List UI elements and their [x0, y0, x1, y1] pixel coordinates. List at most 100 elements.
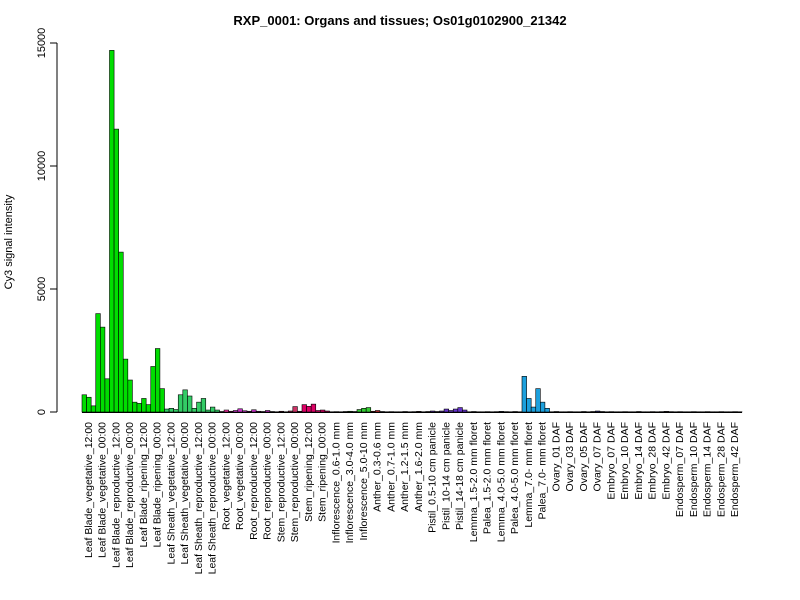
x-tick-label: Root_reproductive_00:00: [262, 422, 274, 540]
bar: [448, 410, 454, 413]
bar: [182, 389, 188, 413]
bar: [297, 410, 303, 413]
bar: [361, 408, 367, 413]
x-tick-label: Root_reproductive_12:00: [248, 422, 260, 540]
bar: [232, 410, 239, 413]
bar: [81, 394, 87, 413]
bar: [136, 403, 142, 413]
bar: [324, 410, 330, 413]
x-tick-label: Inflorescence_3.0-4.0 mm: [344, 422, 356, 544]
x-tick-label: Palea_1.5-2.0 mm floret: [482, 422, 494, 534]
bar: [498, 411, 504, 413]
bar: [210, 406, 216, 413]
bar: [113, 128, 119, 413]
bar: [663, 411, 669, 413]
bar: [132, 401, 138, 413]
x-tick-label: Palea_4.0-5.0 mm floret: [509, 422, 521, 534]
x-tick-label: Leaf Blade_reproductive_00:00: [124, 422, 136, 568]
x-tick-label: Ovary_05 DAF: [578, 422, 590, 491]
bar: [173, 409, 179, 413]
bar: [164, 408, 170, 413]
bar: [530, 406, 537, 413]
x-tick-label: Endosperm_28 DAF: [715, 422, 727, 517]
bar: [544, 408, 550, 413]
bar: [228, 410, 234, 413]
x-tick-label: Endosperm_10 DAF: [688, 422, 700, 517]
bar: [237, 408, 243, 413]
x-tick-label: Lemma_1.5-2.0 mm floret: [468, 422, 480, 542]
x-tick-label: Stem_reproductive_00:00: [289, 422, 301, 542]
x-tick-label: Endosperm_14 DAF: [702, 422, 714, 517]
x-tick-label: Stem_ripening_12:00: [303, 422, 315, 522]
bars: [81, 50, 743, 413]
x-tick-label: Leaf Blade_vegetative_00:00: [97, 422, 109, 558]
bar: [104, 378, 110, 413]
y-tick-label: 10000: [36, 151, 48, 182]
y-tick-label: 5000: [36, 277, 48, 301]
x-tick-label: Embryo_14 DAF: [633, 422, 645, 500]
bar: [356, 409, 362, 413]
bar: [255, 410, 262, 413]
bar: [347, 410, 353, 413]
bar: [521, 376, 527, 413]
bar: [196, 401, 202, 413]
y-axis: 0 5000 10000 15000: [36, 28, 58, 415]
bar: [439, 410, 445, 413]
bar: [127, 379, 133, 413]
bar: [443, 408, 449, 413]
bar: [242, 410, 248, 413]
x-tick-label: Embryo_42 DAF: [660, 422, 672, 500]
bar: [365, 407, 372, 413]
x-tick-label: Leaf Sheath_reproductive_00:00: [207, 422, 219, 575]
x-tick-label: Ovary_07 DAF: [592, 422, 604, 491]
bar: [155, 348, 161, 413]
bar: [150, 366, 156, 413]
x-tick-label: Lemma_7.0- mm floret: [523, 422, 535, 528]
bar: [292, 406, 298, 413]
bar: [526, 398, 532, 413]
bar: [187, 395, 193, 413]
bar: [540, 401, 546, 413]
bar: [191, 408, 197, 413]
x-tick-label: Leaf Sheath_vegetative_00:00: [179, 422, 191, 565]
x-tick-label: Stem_ripening_00:00: [317, 422, 329, 522]
bar: [462, 409, 468, 413]
bar: [595, 410, 601, 413]
x-tick-label: Stem_reproductive_12:00: [275, 422, 287, 542]
bar: [109, 50, 115, 413]
bar: [416, 411, 422, 413]
x-tick-label: Embryo_28 DAF: [647, 422, 659, 500]
x-tick-label: Endosperm_42 DAF: [729, 422, 741, 517]
x-tick-label: Embryo_07 DAF: [605, 422, 617, 500]
x-tick-label: Root_vegetative_00:00: [234, 422, 246, 530]
x-tick-label: Inflorescence_0.6-1.0 mm: [330, 422, 342, 544]
bar: [301, 404, 307, 413]
x-tick-label: Root_vegetative_12:00: [220, 422, 232, 530]
x-tick-label: Anther_0.3-0.6 mm: [372, 422, 384, 512]
bar: [159, 388, 165, 413]
x-tick-label: Embryo_10 DAF: [619, 422, 631, 500]
bar: [375, 410, 381, 413]
bar: [320, 409, 326, 413]
x-axis-labels: Leaf Blade_vegetative_12:00 Leaf Blade_ve…: [83, 422, 741, 575]
y-axis-label: Cy3 signal intensity: [3, 194, 15, 289]
x-tick-label: Leaf Blade_reproductive_12:00: [110, 422, 122, 568]
bar: [122, 358, 129, 413]
x-tick-label: Endosperm_07 DAF: [674, 422, 686, 517]
bar: [145, 404, 152, 413]
bar: [177, 394, 184, 413]
bar: [95, 313, 101, 413]
x-tick-label: Inflorescence_5.0-10 mm: [358, 422, 370, 541]
bar: [535, 388, 541, 413]
bar: [223, 409, 229, 413]
x-tick-label: Leaf Blade_vegetative_12:00: [83, 422, 95, 558]
x-tick-label: Anther_1.6-2.0 mm: [413, 422, 425, 512]
x-tick-label: Lemma_4.0-5.0 mm floret: [495, 422, 507, 542]
bar: [452, 408, 459, 413]
bar: [251, 409, 257, 413]
bar: [168, 408, 174, 413]
bar: [287, 410, 294, 413]
bar: [86, 396, 92, 413]
bar: [265, 410, 271, 413]
bar: [100, 326, 106, 413]
